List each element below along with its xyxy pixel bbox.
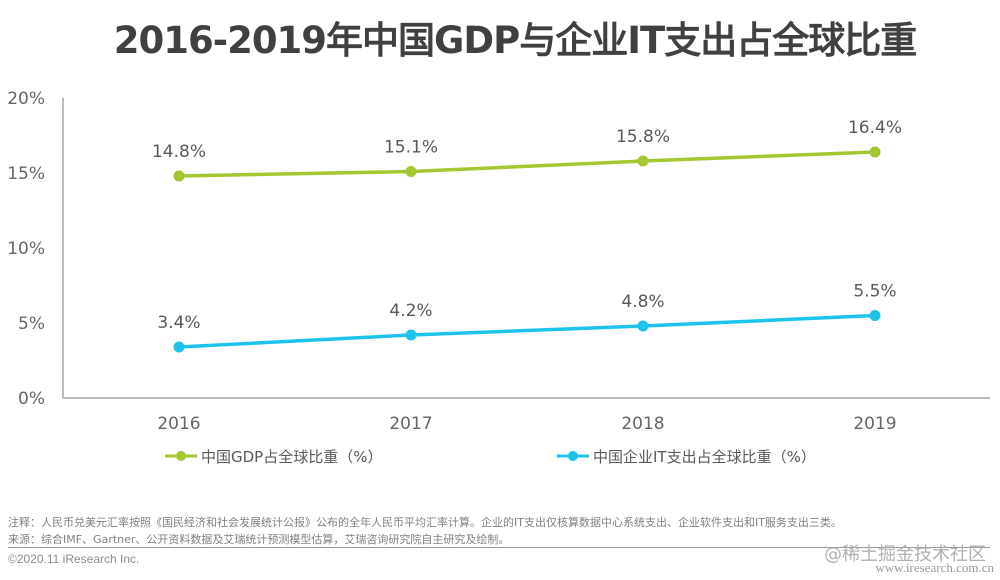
x-tick-label: 2018 [621,414,664,434]
x-tick-label: 2017 [389,414,432,434]
data-label: 15.8% [616,127,670,147]
legend-label: 中国GDP占全球比重（%） [201,448,382,466]
axes [62,98,990,399]
copyright-text: ©2020.11 iResearch Inc. [8,552,140,566]
data-point [637,320,649,332]
legend-item: 中国企业IT支出占全球比重（%） [557,448,816,466]
data-point [637,155,649,167]
legend-item: 中国GDP占全球比重（%） [165,448,382,466]
x-tick-label: 2016 [157,414,200,434]
data-point [173,170,185,182]
data-label: 4.8% [621,292,664,312]
data-label: 5.5% [853,282,896,302]
data-label: 15.1% [384,138,438,158]
data-point [405,329,417,341]
note-text: 注释：人民币兑美元汇率按照《国民经济和社会发展统计公报》公布的全年人民币平均汇率… [8,516,842,529]
y-tick-label: 10% [7,239,45,259]
series-line [178,150,876,178]
series-2: 3.4% 4.2% 4.8% 5.5% [157,282,897,353]
data-label: 3.4% [157,313,200,333]
legend-swatch-marker [176,451,186,461]
data-point [405,166,417,177]
source-text: 来源：综合IMF、Gartner、公开资料数据及艾瑞统计预测模型估算，艾瑞咨询研… [8,533,510,546]
data-point [869,146,881,158]
y-tick-label: 20% [7,89,45,109]
legend: 中国GDP占全球比重（%） 中国企业IT支出占全球比重（%） [165,448,816,466]
website-text: www.iresearch.com.cn [875,560,994,575]
x-tick-label: 2019 [853,414,896,434]
watermark-text: @稀土掘金技术社区 [824,544,986,565]
data-label: 14.8% [152,142,206,162]
line-chart: 0% 5% 10% 15% 20% 2016 2017 2018 2019 14.8% 15.1… [7,89,990,466]
series-group: 14.8% 15.1% 15.8% 16.4% 3.4% 4.2% 4.8% 5.5% [152,118,902,353]
legend-swatch-marker [568,451,578,461]
data-label: 4.2% [389,301,432,321]
data-point [173,341,185,353]
chart-title: 2016-2019年中国GDP与企业IT支出占全球比重 [113,19,918,62]
y-tick-label: 0% [18,389,45,409]
series-line [178,313,876,349]
y-tick-label: 15% [7,164,45,184]
data-label: 16.4% [848,118,902,138]
data-point [869,310,881,321]
x-axis-ticks: 2016 2017 2018 2019 [157,414,896,434]
series-1: 14.8% 15.1% 15.8% 16.4% [152,118,902,182]
y-tick-label: 5% [18,314,45,334]
legend-label: 中国企业IT支出占全球比重（%） [593,448,816,466]
footnotes: 注释：人民币兑美元汇率按照《国民经济和社会发展统计公报》公布的全年人民币平均汇率… [8,514,988,548]
footer-divider [8,547,990,548]
y-axis-ticks: 0% 5% 10% 15% 20% [7,89,45,409]
